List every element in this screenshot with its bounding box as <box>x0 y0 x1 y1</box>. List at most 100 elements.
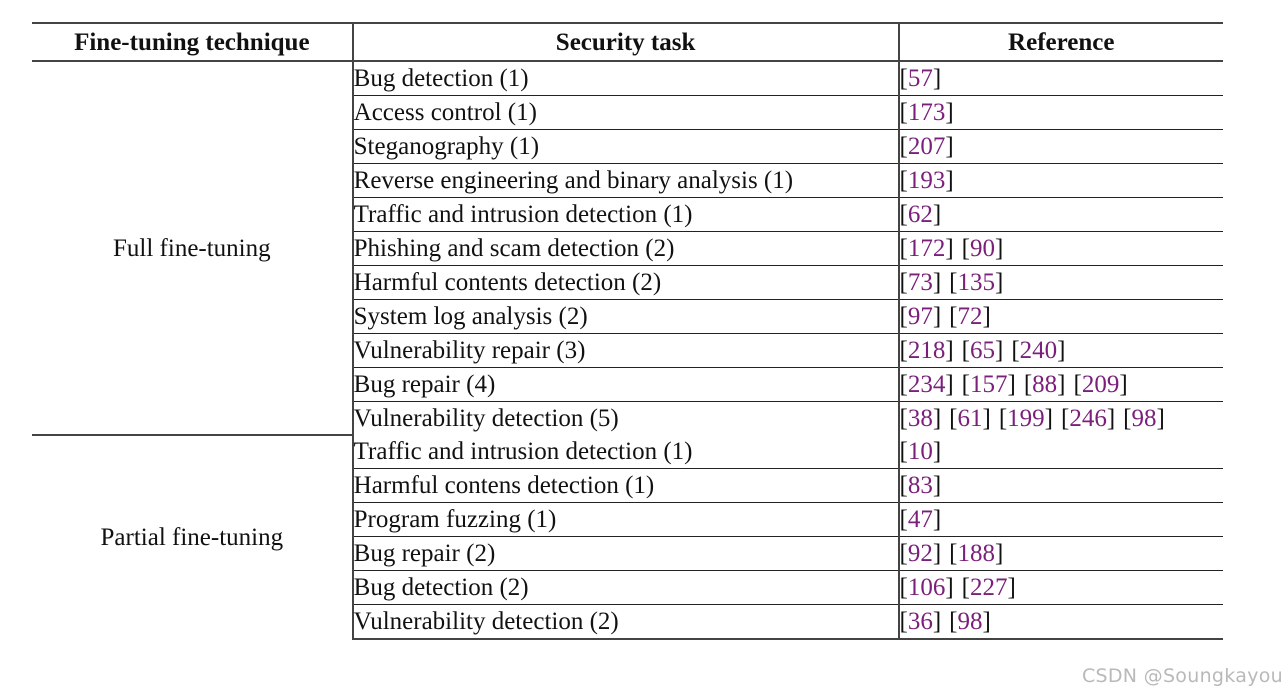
citation-number: 47 <box>907 506 933 533</box>
reference-cell: [10] <box>897 435 1223 469</box>
citation-link[interactable]: [61] <box>949 405 991 432</box>
security-task-cell: Traffic and intrusion detection (1) <box>351 197 899 232</box>
citation-link[interactable]: [106] <box>900 574 954 601</box>
citation-link[interactable]: [97] <box>900 303 942 330</box>
table-row: Full fine-tuning Bug detection (1) [57] <box>32 61 1223 261</box>
reference-cell: [234] [157] [88] [209] <box>897 367 1223 402</box>
citation-bracket: ] <box>1106 405 1116 432</box>
citation-link[interactable]: [173] <box>900 99 954 126</box>
citation-bracket: ] <box>995 269 1004 296</box>
security-task-cell: Bug detection (1) <box>351 61 899 96</box>
citation-bracket: [ <box>899 574 908 601</box>
citation-bracket: [ <box>899 303 908 330</box>
header-security-task: Security task <box>351 22 899 62</box>
citation-bracket: [ <box>949 540 958 567</box>
citation-bracket: [ <box>961 371 970 398</box>
citation-link[interactable]: [207] <box>900 133 954 160</box>
citation-bracket: ] <box>932 269 942 296</box>
citation-bracket: [ <box>899 235 908 262</box>
reference-cell: [97] [72] <box>897 299 1223 334</box>
table-row: Bug repair (2) [92] [188] <box>32 536 1223 571</box>
citation-link[interactable]: [83] <box>900 472 942 499</box>
citation-bracket: ] <box>932 65 942 92</box>
citation-link[interactable]: [234] <box>900 371 954 398</box>
citation-link[interactable]: [246] <box>1061 405 1115 432</box>
citation-link[interactable]: [38] <box>900 405 942 432</box>
citation-bracket: [ <box>899 269 908 296</box>
citation-bracket: ] <box>1007 371 1016 398</box>
citation-bracket: [ <box>949 608 958 635</box>
citation-link[interactable]: [57] <box>900 65 942 92</box>
table-row: System log analysis (2) [97] [72] <box>32 299 1223 334</box>
citation-link[interactable]: [65] <box>962 337 1004 364</box>
table-row: Vulnerability detection (2) [36] [98] <box>32 604 1223 640</box>
citation-number: 62 <box>907 201 933 228</box>
citation-number: 227 <box>970 574 1008 601</box>
citation-number: 199 <box>1007 405 1045 432</box>
citation-number: 173 <box>907 99 946 126</box>
citation-bracket: [ <box>899 167 908 194</box>
citation-link[interactable]: [73] <box>900 269 942 296</box>
citation-link[interactable]: [172] <box>900 235 954 262</box>
citation-number: 246 <box>1069 405 1107 432</box>
citation-link[interactable]: [240] <box>1011 337 1065 364</box>
citation-link[interactable]: [188] <box>949 540 1003 567</box>
citation-link[interactable]: [92] <box>900 540 942 567</box>
table-row: Harmful contents detection (2) [73] [135] <box>32 265 1223 300</box>
citation-link[interactable]: [98] <box>949 608 991 635</box>
security-task-cell: Harmful contens detection (1) <box>351 468 899 503</box>
security-task-cell: Traffic and intrusion detection (1) <box>351 435 899 469</box>
citation-link[interactable]: [218] <box>900 337 954 364</box>
citation-link[interactable]: [90] <box>962 235 1004 262</box>
citation-number: 88 <box>1032 371 1058 398</box>
citation-link[interactable]: [157] <box>962 371 1016 398</box>
reference-cell: [47] <box>897 502 1223 537</box>
security-task-cell: Vulnerability detection (2) <box>351 604 899 640</box>
citation-number: 73 <box>907 269 933 296</box>
citation-link[interactable]: [72] <box>949 303 991 330</box>
reference-cell: [83] <box>897 468 1223 503</box>
citation-link[interactable]: [62] <box>900 201 942 228</box>
citation-bracket: ] <box>932 506 942 533</box>
citation-bracket: ] <box>932 438 942 465</box>
citation-link[interactable]: [227] <box>962 574 1016 601</box>
citation-bracket: ] <box>945 337 954 364</box>
table-row: Vulnerability repair (3) [218] [65] [240] <box>32 333 1223 368</box>
security-task-cell: System log analysis (2) <box>351 299 899 334</box>
citation-link[interactable]: [209] <box>1073 371 1127 398</box>
table-row: Access control (1) [173] <box>32 95 1223 130</box>
citation-link[interactable]: [10] <box>900 438 942 465</box>
citation-bracket: [ <box>899 506 908 533</box>
citation-bracket: [ <box>961 235 970 262</box>
reference-cell: [193] <box>897 163 1223 198</box>
citation-link[interactable]: [193] <box>900 167 954 194</box>
citation-bracket: ] <box>1057 371 1066 398</box>
citation-number: 65 <box>970 337 995 364</box>
citation-bracket: ] <box>932 608 942 635</box>
citation-link[interactable]: [135] <box>949 269 1003 296</box>
citation-bracket: [ <box>899 405 908 432</box>
citation-bracket: ] <box>945 167 954 194</box>
citation-bracket: [ <box>1123 405 1132 432</box>
citation-number: 90 <box>970 235 995 262</box>
security-task-cell: Vulnerability detection (5) <box>351 401 899 435</box>
citation-bracket: ] <box>1119 371 1128 398</box>
citation-number: 97 <box>907 303 933 330</box>
citation-link[interactable]: [199] <box>999 405 1053 432</box>
citation-number: 83 <box>907 472 933 499</box>
reference-cell: [106] [227] <box>897 570 1223 605</box>
citation-link[interactable]: [98] <box>1123 405 1165 432</box>
security-task-cell: Program fuzzing (1) <box>351 502 899 537</box>
citation-number: 98 <box>1131 405 1157 432</box>
table-row: Bug repair (4) [234] [157] [88] [209] <box>32 367 1223 402</box>
table-row: Reverse engineering and binary analysis … <box>32 163 1223 198</box>
citation-bracket: [ <box>899 133 908 160</box>
citation-link[interactable]: [47] <box>900 506 942 533</box>
citation-bracket: ] <box>1044 405 1053 432</box>
citation-bracket: [ <box>1011 337 1020 364</box>
header-row: Fine-tuning technique Security task Refe… <box>32 22 1223 62</box>
reference-cell: [172] [90] <box>897 231 1223 266</box>
citation-link[interactable]: [36] <box>900 608 942 635</box>
citation-bracket: ] <box>932 472 942 499</box>
citation-link[interactable]: [88] <box>1024 371 1066 398</box>
